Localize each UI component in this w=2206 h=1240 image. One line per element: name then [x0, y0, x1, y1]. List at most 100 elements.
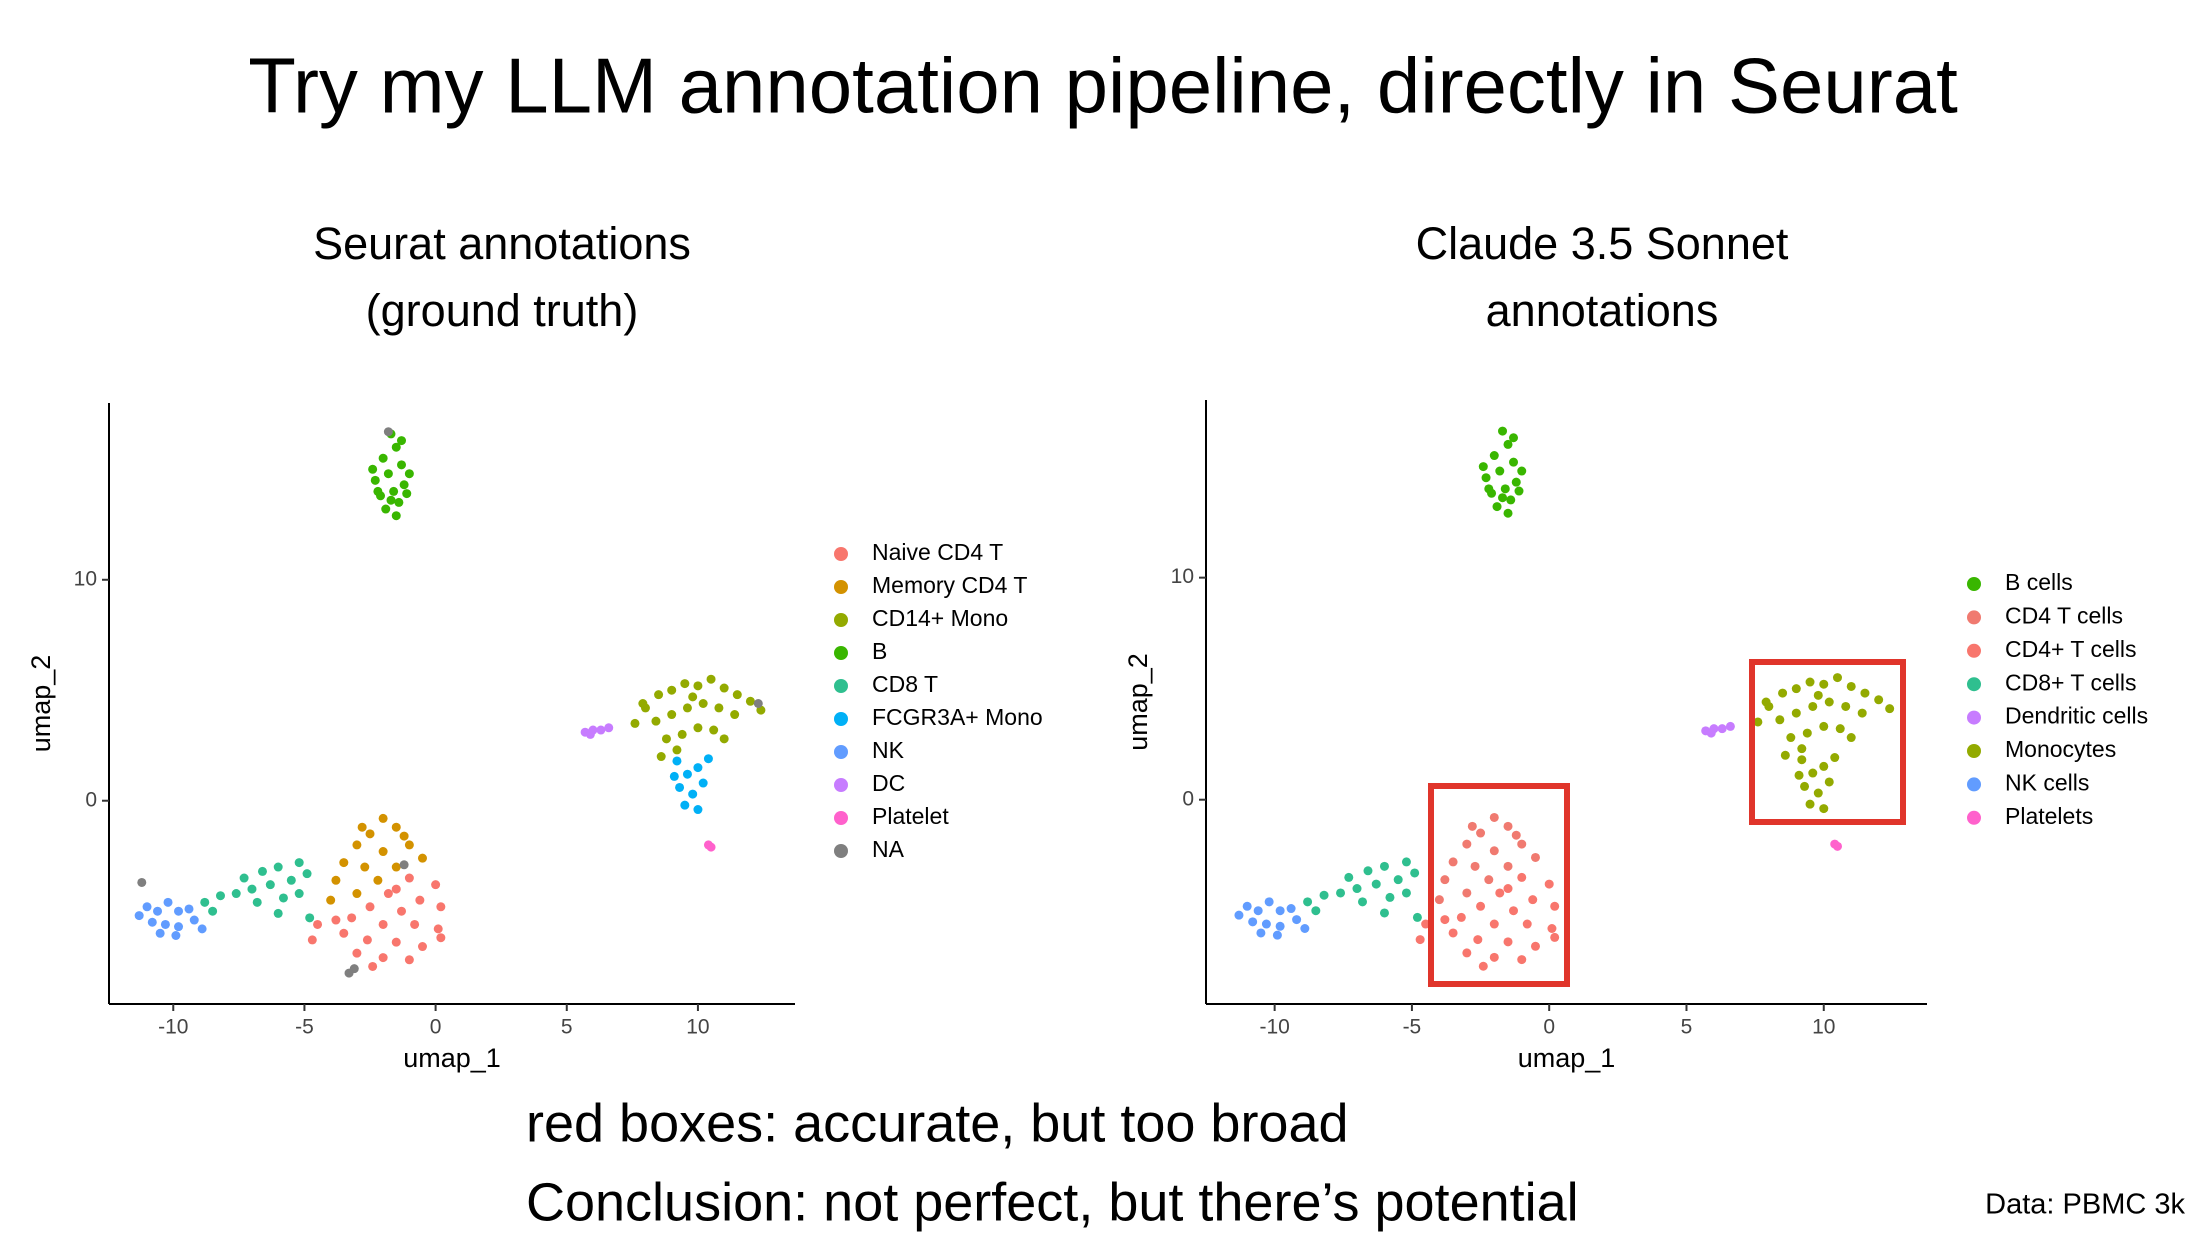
point	[1775, 715, 1785, 725]
point	[630, 718, 640, 728]
slide-title: Try my LLM annotation pipeline, directly…	[248, 42, 1958, 130]
legend-marker	[834, 547, 848, 561]
point	[1528, 895, 1538, 905]
point	[391, 511, 401, 521]
legend-label: Platelet	[872, 803, 949, 829]
point	[142, 902, 152, 912]
point	[1805, 677, 1815, 687]
point	[1379, 861, 1389, 871]
point	[352, 840, 362, 850]
legend-marker	[1967, 577, 1981, 591]
point	[719, 734, 729, 744]
point	[153, 906, 163, 916]
legend-label: Naive CD4 T	[872, 539, 1003, 565]
point	[386, 495, 396, 505]
point	[399, 480, 409, 490]
point	[1832, 673, 1842, 683]
point	[404, 955, 414, 965]
point	[1476, 901, 1486, 911]
point	[378, 453, 388, 463]
point	[174, 906, 184, 916]
chart-title: Seurat annotations	[313, 218, 691, 269]
x-tick-label: 0	[430, 1016, 442, 1039]
point	[656, 752, 666, 762]
point	[1547, 924, 1557, 933]
point	[391, 862, 401, 872]
point	[1300, 924, 1310, 933]
x-tick-label: 5	[1681, 1016, 1693, 1039]
point	[1725, 721, 1735, 731]
note: Conclusion: not perfect, but there’s pot…	[526, 1172, 1579, 1232]
point	[404, 469, 414, 479]
point	[1797, 744, 1807, 754]
y-axis-title: umap_2	[26, 655, 56, 753]
point	[745, 696, 755, 706]
legend-label: CD4 T cells	[2005, 602, 2123, 628]
point	[732, 690, 742, 700]
point	[197, 924, 207, 934]
point	[399, 831, 409, 841]
point	[1275, 921, 1285, 931]
point	[1242, 901, 1252, 911]
point	[1489, 846, 1499, 856]
point	[404, 840, 414, 850]
point	[753, 699, 763, 708]
legend-marker	[834, 844, 848, 858]
legend-label: CD8+ T cells	[2005, 669, 2136, 695]
y-tick-label: 10	[1171, 565, 1194, 588]
point	[1286, 904, 1296, 914]
point	[1456, 912, 1466, 922]
point	[693, 723, 703, 733]
point	[1264, 897, 1274, 907]
point	[436, 933, 446, 943]
point	[1786, 733, 1796, 743]
point	[365, 829, 375, 839]
legend-marker	[834, 613, 848, 627]
point	[1498, 426, 1508, 436]
legend-label: CD8 T	[872, 671, 938, 697]
y-tick-label: 0	[1182, 787, 1194, 810]
point	[436, 902, 446, 912]
point	[1503, 821, 1513, 831]
point	[1421, 919, 1431, 929]
legend-marker	[1967, 677, 1981, 692]
point	[1256, 928, 1266, 938]
point	[378, 813, 388, 823]
y-tick-label: 10	[74, 567, 97, 590]
point	[667, 685, 677, 695]
point	[365, 902, 375, 912]
point	[1794, 770, 1804, 780]
point	[1761, 697, 1771, 707]
point	[1467, 821, 1477, 831]
point	[265, 880, 275, 890]
point	[672, 745, 682, 755]
point	[163, 897, 173, 907]
legend-marker	[834, 745, 848, 759]
point	[417, 942, 427, 952]
point	[1517, 955, 1527, 965]
point	[1478, 961, 1488, 971]
legend-marker	[1967, 744, 1981, 758]
legend-label: CD4+ T cells	[2005, 636, 2136, 662]
point	[278, 893, 288, 903]
point	[1484, 875, 1494, 885]
point	[1272, 930, 1282, 940]
point	[1517, 466, 1527, 476]
point	[1824, 697, 1834, 707]
point	[1401, 888, 1411, 898]
point	[1846, 681, 1856, 691]
point	[1489, 812, 1499, 822]
point	[1434, 895, 1444, 905]
point	[1830, 753, 1840, 763]
point	[709, 725, 719, 735]
chart-title: Claude 3.5 Sonnet	[1416, 218, 1789, 269]
point	[1319, 890, 1329, 900]
point	[1492, 502, 1502, 512]
point	[433, 924, 443, 934]
legend-marker	[1967, 710, 1981, 725]
point	[417, 853, 427, 863]
point	[680, 679, 690, 689]
legend-marker	[1967, 610, 1981, 625]
point	[1550, 932, 1560, 942]
